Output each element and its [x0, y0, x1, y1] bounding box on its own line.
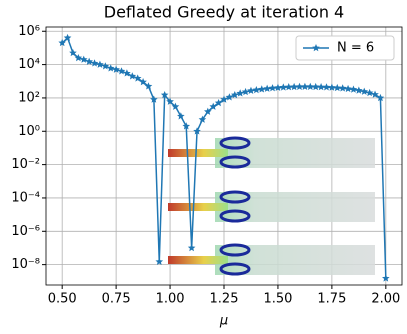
marker: [371, 90, 379, 98]
marker: [349, 85, 358, 93]
marker: [133, 74, 142, 82]
x-axis-label: μ: [219, 314, 228, 329]
marker: [187, 243, 196, 252]
marker: [101, 62, 110, 70]
marker: [171, 102, 180, 110]
marker: [112, 65, 120, 73]
y-tick-label: 10⁻⁶: [11, 224, 40, 239]
marker: [322, 83, 331, 91]
marker: [333, 83, 342, 92]
marker: [290, 82, 298, 91]
marker: [279, 83, 288, 91]
legend-box: [295, 35, 395, 61]
x-tick-label: 0.75: [102, 292, 131, 307]
marker: [355, 86, 363, 94]
marker: [117, 67, 126, 75]
marker: [85, 57, 93, 65]
marker: [257, 85, 266, 93]
marker: [204, 107, 212, 115]
marker: [166, 97, 174, 105]
y-tick-label: 10⁻⁸: [11, 257, 40, 272]
marker: [123, 69, 131, 77]
marker: [376, 93, 385, 102]
marker: [284, 83, 293, 91]
legend-marker: [312, 44, 320, 52]
marker: [63, 33, 72, 42]
inset-image: [168, 136, 375, 169]
chart-title: Deflated Greedy at iteration 4: [104, 3, 344, 22]
legend-label: N = 6: [337, 41, 374, 56]
marker: [247, 86, 255, 94]
marker: [344, 84, 352, 93]
y-tick-label: 10⁰: [18, 124, 40, 139]
x-tick-label: 1.50: [263, 292, 292, 307]
legend: N = 6: [295, 35, 395, 61]
marker: [198, 115, 207, 123]
marker: [58, 38, 66, 47]
marker: [182, 122, 191, 130]
inset-image: [168, 243, 375, 276]
y-tick-label: 10⁶: [18, 24, 40, 39]
plot: [58, 33, 390, 282]
x-tick-label: 1.75: [317, 292, 346, 307]
marker: [225, 93, 234, 101]
marker: [236, 89, 244, 97]
marker: [230, 91, 239, 99]
marker: [177, 112, 185, 120]
marker: [155, 257, 164, 265]
marker: [328, 83, 336, 91]
marker: [241, 87, 250, 96]
marker: [268, 84, 277, 92]
marker: [382, 274, 390, 282]
marker: [128, 72, 137, 80]
x-tick-label: 2.00: [371, 292, 400, 307]
marker: [69, 48, 77, 57]
marker: [90, 59, 99, 67]
marker: [214, 98, 223, 107]
y-tick-label: 10⁻⁴: [11, 190, 40, 205]
marker: [74, 53, 83, 62]
y-tick-label: 10⁴: [18, 57, 40, 72]
marker: [96, 60, 104, 68]
marker: [160, 91, 169, 99]
marker: [209, 102, 218, 110]
marker: [263, 84, 271, 92]
marker: [252, 85, 261, 94]
marker: [295, 82, 304, 90]
x-tick-label: 1.25: [210, 292, 239, 307]
marker: [274, 83, 282, 91]
marker: [311, 82, 320, 91]
axes-frame: [45, 26, 403, 286]
marker: [144, 82, 153, 90]
marker: [220, 95, 228, 103]
y-tick-label: 10²: [18, 90, 40, 105]
marker: [317, 83, 325, 91]
marker: [139, 78, 147, 86]
marker: [338, 84, 347, 92]
marker: [306, 82, 315, 90]
x-tick-label: 0.50: [48, 292, 77, 307]
marker: [106, 64, 115, 72]
y-tick-label: 10⁻²: [11, 157, 40, 172]
marker: [360, 87, 369, 95]
marker: [193, 127, 201, 135]
marker: [365, 88, 374, 97]
marker: [79, 55, 88, 63]
marker: [301, 82, 309, 90]
insets: [168, 136, 375, 276]
x-tick-label: 1.00: [156, 292, 185, 307]
marker: [150, 95, 158, 103]
inset-image: [168, 190, 375, 223]
